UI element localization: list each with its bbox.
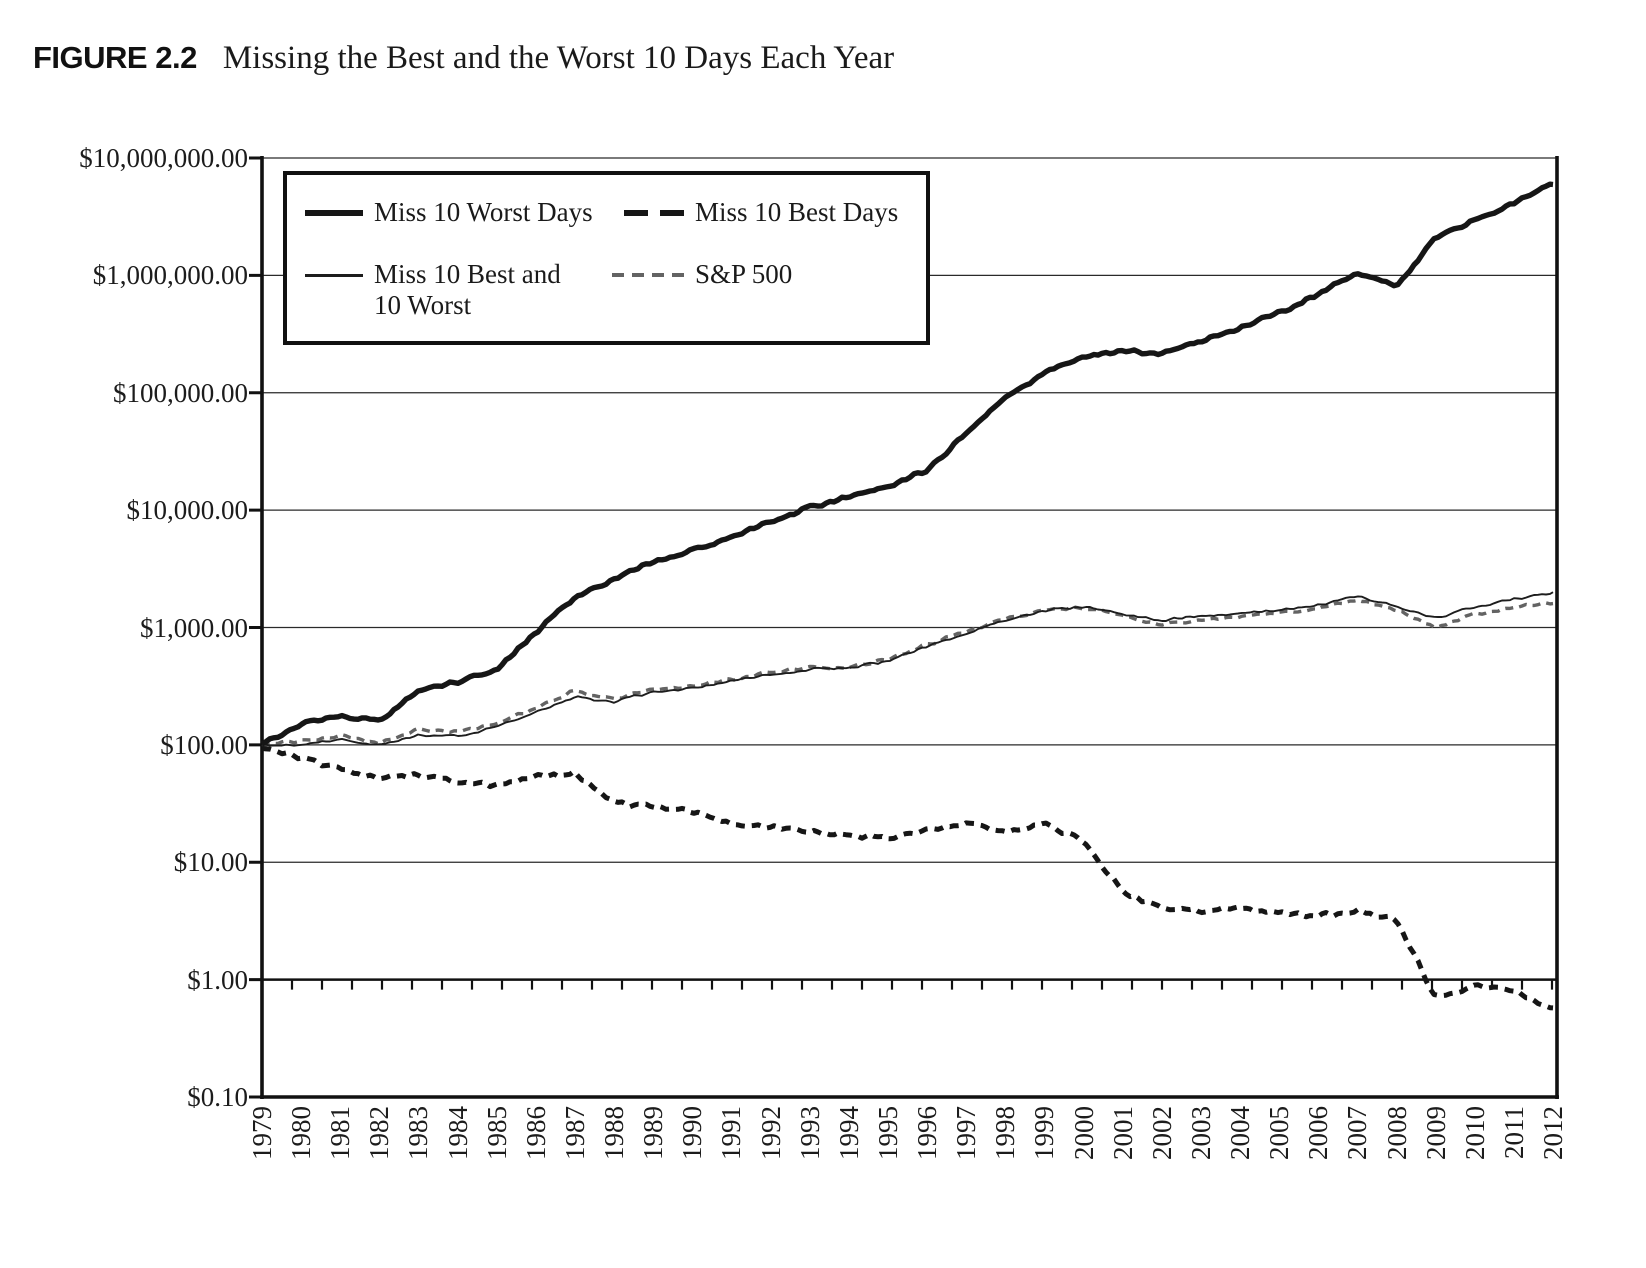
x-axis-year-label: 2008	[1381, 1106, 1412, 1160]
x-axis-year-label: 1980	[286, 1106, 317, 1160]
legend-item-sp500: S&P 500	[612, 259, 792, 290]
x-axis-year-label: 1982	[364, 1106, 395, 1160]
x-axis-year-label: 2012	[1537, 1106, 1568, 1160]
x-axis-year-label: 1984	[442, 1106, 473, 1160]
x-axis-year-label: 1993	[794, 1106, 825, 1160]
chart-legend: Miss 10 Worst Days Miss 10 Best Days Mis…	[283, 171, 930, 345]
legend-label: Miss 10 Best and 10 Worst	[374, 259, 561, 320]
figure-title: Missing the Best and the Worst 10 Days E…	[222, 40, 895, 76]
x-axis-year-label: 1986	[520, 1106, 551, 1160]
y-axis-tick-label: $100.00	[160, 729, 248, 760]
x-axis-year-label: 1979	[247, 1106, 277, 1160]
series-line-miss-10-best-and-10-worst	[261, 591, 1554, 747]
x-axis-year-label: 1994	[833, 1106, 864, 1160]
y-axis-tick-label: $100,000.00	[113, 377, 248, 408]
y-axis-tick-label: $1,000.00	[140, 612, 248, 643]
thick-dashed-line-swatch-icon	[624, 210, 684, 216]
legend-label: Miss 10 Best Days	[695, 197, 899, 227]
x-axis-year-label: 2000	[1068, 1106, 1099, 1160]
series-line-sp500	[261, 598, 1554, 747]
gray-dashed-line-swatch-icon	[612, 273, 684, 277]
legend-item-miss-10-worst-days: Miss 10 Worst Days	[305, 197, 593, 228]
legend-item-miss-10-best-days: Miss 10 Best Days	[624, 197, 898, 228]
x-axis-year-label: 1987	[559, 1106, 590, 1160]
x-axis-year-label: 1983	[403, 1106, 434, 1160]
x-axis-year-label: 1991	[716, 1106, 747, 1160]
figure-heading: FIGURE 2.2 Missing the Best and the Wors…	[33, 40, 894, 77]
y-axis-tick-label: $1,000,000.00	[92, 260, 248, 291]
x-axis-year-label: 1997	[951, 1106, 982, 1160]
thin-solid-line-swatch-icon	[305, 274, 363, 277]
y-axis-tick-label: $1.00	[187, 964, 248, 995]
x-axis-year-label: 1989	[638, 1106, 669, 1160]
series-line-miss-10-best-days	[261, 745, 1554, 1011]
x-axis-year-label: 2002	[1146, 1106, 1177, 1160]
x-axis-year-label: 2001	[1107, 1106, 1138, 1160]
x-axis-year-label: 1998	[990, 1106, 1021, 1160]
x-axis-year-label: 2005	[1264, 1106, 1295, 1160]
thick-solid-line-swatch-icon	[305, 210, 363, 216]
legend-label: Miss 10 Worst Days	[374, 197, 593, 227]
y-axis-tick-label: $0.10	[187, 1082, 248, 1112]
x-axis-year-label: 2011	[1498, 1106, 1529, 1159]
y-axis-tick-label: $10,000.00	[126, 495, 249, 526]
x-axis-year-label: 1990	[677, 1106, 708, 1160]
x-axis-year-label: 2004	[1225, 1106, 1256, 1160]
x-axis-year-label: 1988	[599, 1106, 630, 1160]
legend-label: S&P 500	[695, 259, 793, 289]
x-axis-year-label: 2003	[1185, 1106, 1216, 1160]
figure-number-label: FIGURE 2.2	[33, 40, 197, 75]
series-line-miss-10-worst-days	[260, 181, 1554, 747]
x-axis-year-label: 2009	[1420, 1106, 1451, 1160]
x-axis-year-label: 1999	[1029, 1106, 1060, 1160]
x-axis-year-label: 1996	[912, 1106, 943, 1160]
x-axis-year-label: 2010	[1459, 1106, 1490, 1160]
x-axis-year-label: 1995	[872, 1106, 903, 1160]
x-axis-year-label: 1992	[755, 1106, 786, 1160]
x-axis-year-label: 1985	[481, 1106, 512, 1160]
x-axis-year-label: 2006	[1303, 1106, 1334, 1160]
y-axis-tick-label: $10.00	[173, 847, 248, 878]
x-axis-year-label: 2007	[1342, 1106, 1373, 1160]
legend-item-miss-10-best-and-10-worst: Miss 10 Best and 10 Worst	[305, 259, 586, 321]
x-axis-year-label: 1981	[325, 1106, 356, 1160]
y-axis-tick-label: $10,000,000.00	[79, 143, 248, 173]
